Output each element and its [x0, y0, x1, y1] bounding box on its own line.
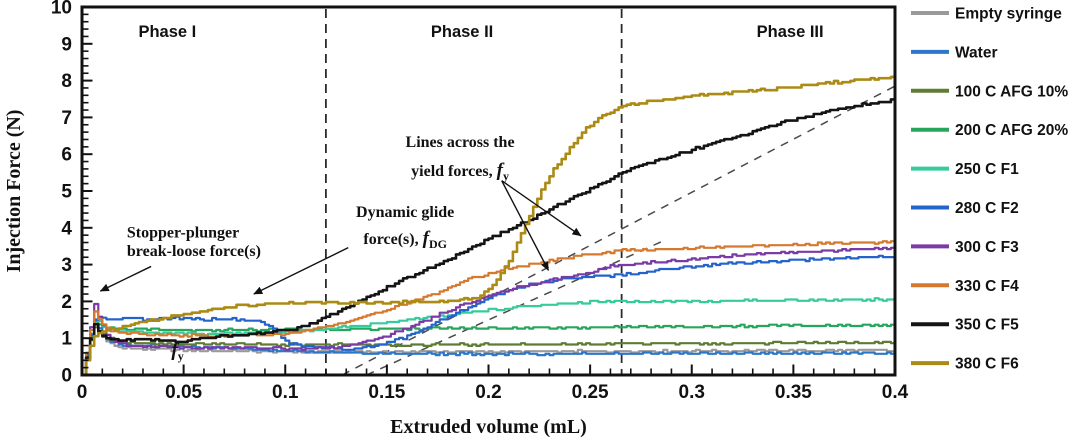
phase-label-1: Phase I — [138, 23, 196, 41]
series-250-c-f1 — [85, 297, 894, 374]
legend-item-250-c-f1: 250 C F1 — [911, 161, 1019, 178]
fy-yield-point-label-text: fy — [171, 340, 183, 363]
dynamic-glide-force-label: Dynamic glide force(s), fDG — [253, 204, 454, 295]
legend-item-380-c-f6: 380 C F6 — [911, 356, 1019, 373]
x-tick-label: 0.15 — [368, 382, 405, 403]
x-tick-label: 0.05 — [165, 382, 202, 403]
legend-item-330-c-f4: 330 C F4 — [911, 278, 1019, 295]
stopper-plunger-breakloose-label-text: Stopper-plunger — [127, 225, 239, 242]
y-tick-label: 6 — [61, 145, 72, 166]
y-tick-label: 9 — [61, 34, 72, 55]
x-tick-label: 0.35 — [775, 382, 812, 403]
x-axis-title: Extruded volume (mL) — [390, 416, 587, 438]
legend-label: 280 C F2 — [955, 200, 1019, 217]
legend-item-280-c-f2: 280 C F2 — [911, 200, 1019, 217]
x-tick-label: 0.4 — [882, 382, 909, 403]
legend: Empty syringe Water 100 C AFG 10% 200 C AFG… — [911, 6, 1068, 373]
dynamic-glide-force-label-arrow-1 — [253, 247, 349, 295]
yield-forces-label-text: Lines across the — [406, 134, 515, 151]
series-350-c-f5 — [84, 98, 894, 374]
series-300-c-f3 — [85, 246, 894, 374]
axis-tick-labels: 0 0.05 0.1 0.15 0.2 0.25 0.3 0.35 0.4 0 1 2 3 4 5 6 7 8 9 1… — [51, 0, 909, 403]
series-100-c-afg-10- — [85, 326, 894, 374]
y-tick-label: 0 — [61, 366, 72, 387]
legend-label: 350 C F5 — [955, 317, 1019, 334]
y-tick-label: 7 — [61, 108, 72, 129]
series-200-c-afg-20- — [85, 320, 894, 374]
legend-item-350-c-f5: 350 C F5 — [911, 317, 1019, 334]
series-curves — [84, 75, 894, 374]
series-empty-syringe — [85, 320, 894, 374]
stopper-plunger-breakloose-label-arrow-1 — [99, 265, 152, 292]
legend-label: Empty syringe — [955, 6, 1062, 23]
series-380-c-f6 — [84, 75, 894, 374]
y-tick-label: 5 — [61, 182, 72, 203]
y-tick-label: 10 — [51, 0, 72, 19]
legend-item-100-c-afg-10-: 100 C AFG 10% — [911, 83, 1068, 100]
dynamic-glide-force-label-text: force(s), fDG — [363, 228, 447, 251]
y-tick-label: 1 — [61, 329, 72, 350]
yield-forces-label-arrow-2 — [501, 180, 550, 271]
phase-labels: Phase I Phase II Phase III — [138, 23, 823, 41]
y-tick-label: 4 — [61, 218, 72, 239]
x-tick-label: 0.1 — [272, 382, 299, 403]
legend-label: 300 C F3 — [955, 239, 1019, 256]
legend-label: 380 C F6 — [955, 356, 1019, 373]
dynamic-glide-force-label-text: Dynamic glide — [356, 204, 454, 221]
y-tick-label: 2 — [61, 292, 72, 313]
x-tick-label: 0.3 — [679, 382, 705, 403]
phase-label-3: Phase III — [757, 23, 824, 41]
fy-yield-point-label: fy — [171, 340, 183, 363]
yield-forces-label-arrow-1 — [501, 180, 582, 237]
x-tick-label: 0.25 — [572, 382, 609, 403]
x-tick-label: 0.2 — [475, 382, 501, 403]
legend-label: 100 C AFG 10% — [955, 83, 1068, 100]
phase-dividers — [324, 9, 623, 374]
y-axis-title: Injection Force (N) — [3, 110, 25, 273]
legend-label: Water — [955, 44, 998, 61]
legend-item-200-c-afg-20-: 200 C AFG 20% — [911, 122, 1068, 139]
legend-label: 330 C F4 — [955, 278, 1019, 295]
series-280-c-f2 — [85, 254, 894, 374]
plot-frame — [80, 5, 897, 377]
legend-label: 200 C AFG 20% — [955, 122, 1068, 139]
legend-label: 250 C F1 — [955, 161, 1019, 178]
stopper-plunger-breakloose-label-text: break-loose force(s) — [127, 243, 261, 260]
x-tick-label: 0 — [77, 382, 88, 403]
y-tick-label: 8 — [61, 71, 72, 92]
yield-forces-label: Lines across the yield forces, fy — [406, 134, 582, 271]
yield-forces-label-text: yield forces, fy — [411, 160, 509, 183]
phase-label-2: Phase II — [431, 23, 493, 41]
legend-item-water: Water — [911, 44, 998, 61]
axis-ticks — [81, 6, 896, 376]
legend-item-300-c-f3: 300 C F3 — [911, 239, 1019, 256]
y-tick-label: 3 — [61, 255, 72, 276]
legend-item-empty-syringe: Empty syringe — [911, 6, 1062, 23]
